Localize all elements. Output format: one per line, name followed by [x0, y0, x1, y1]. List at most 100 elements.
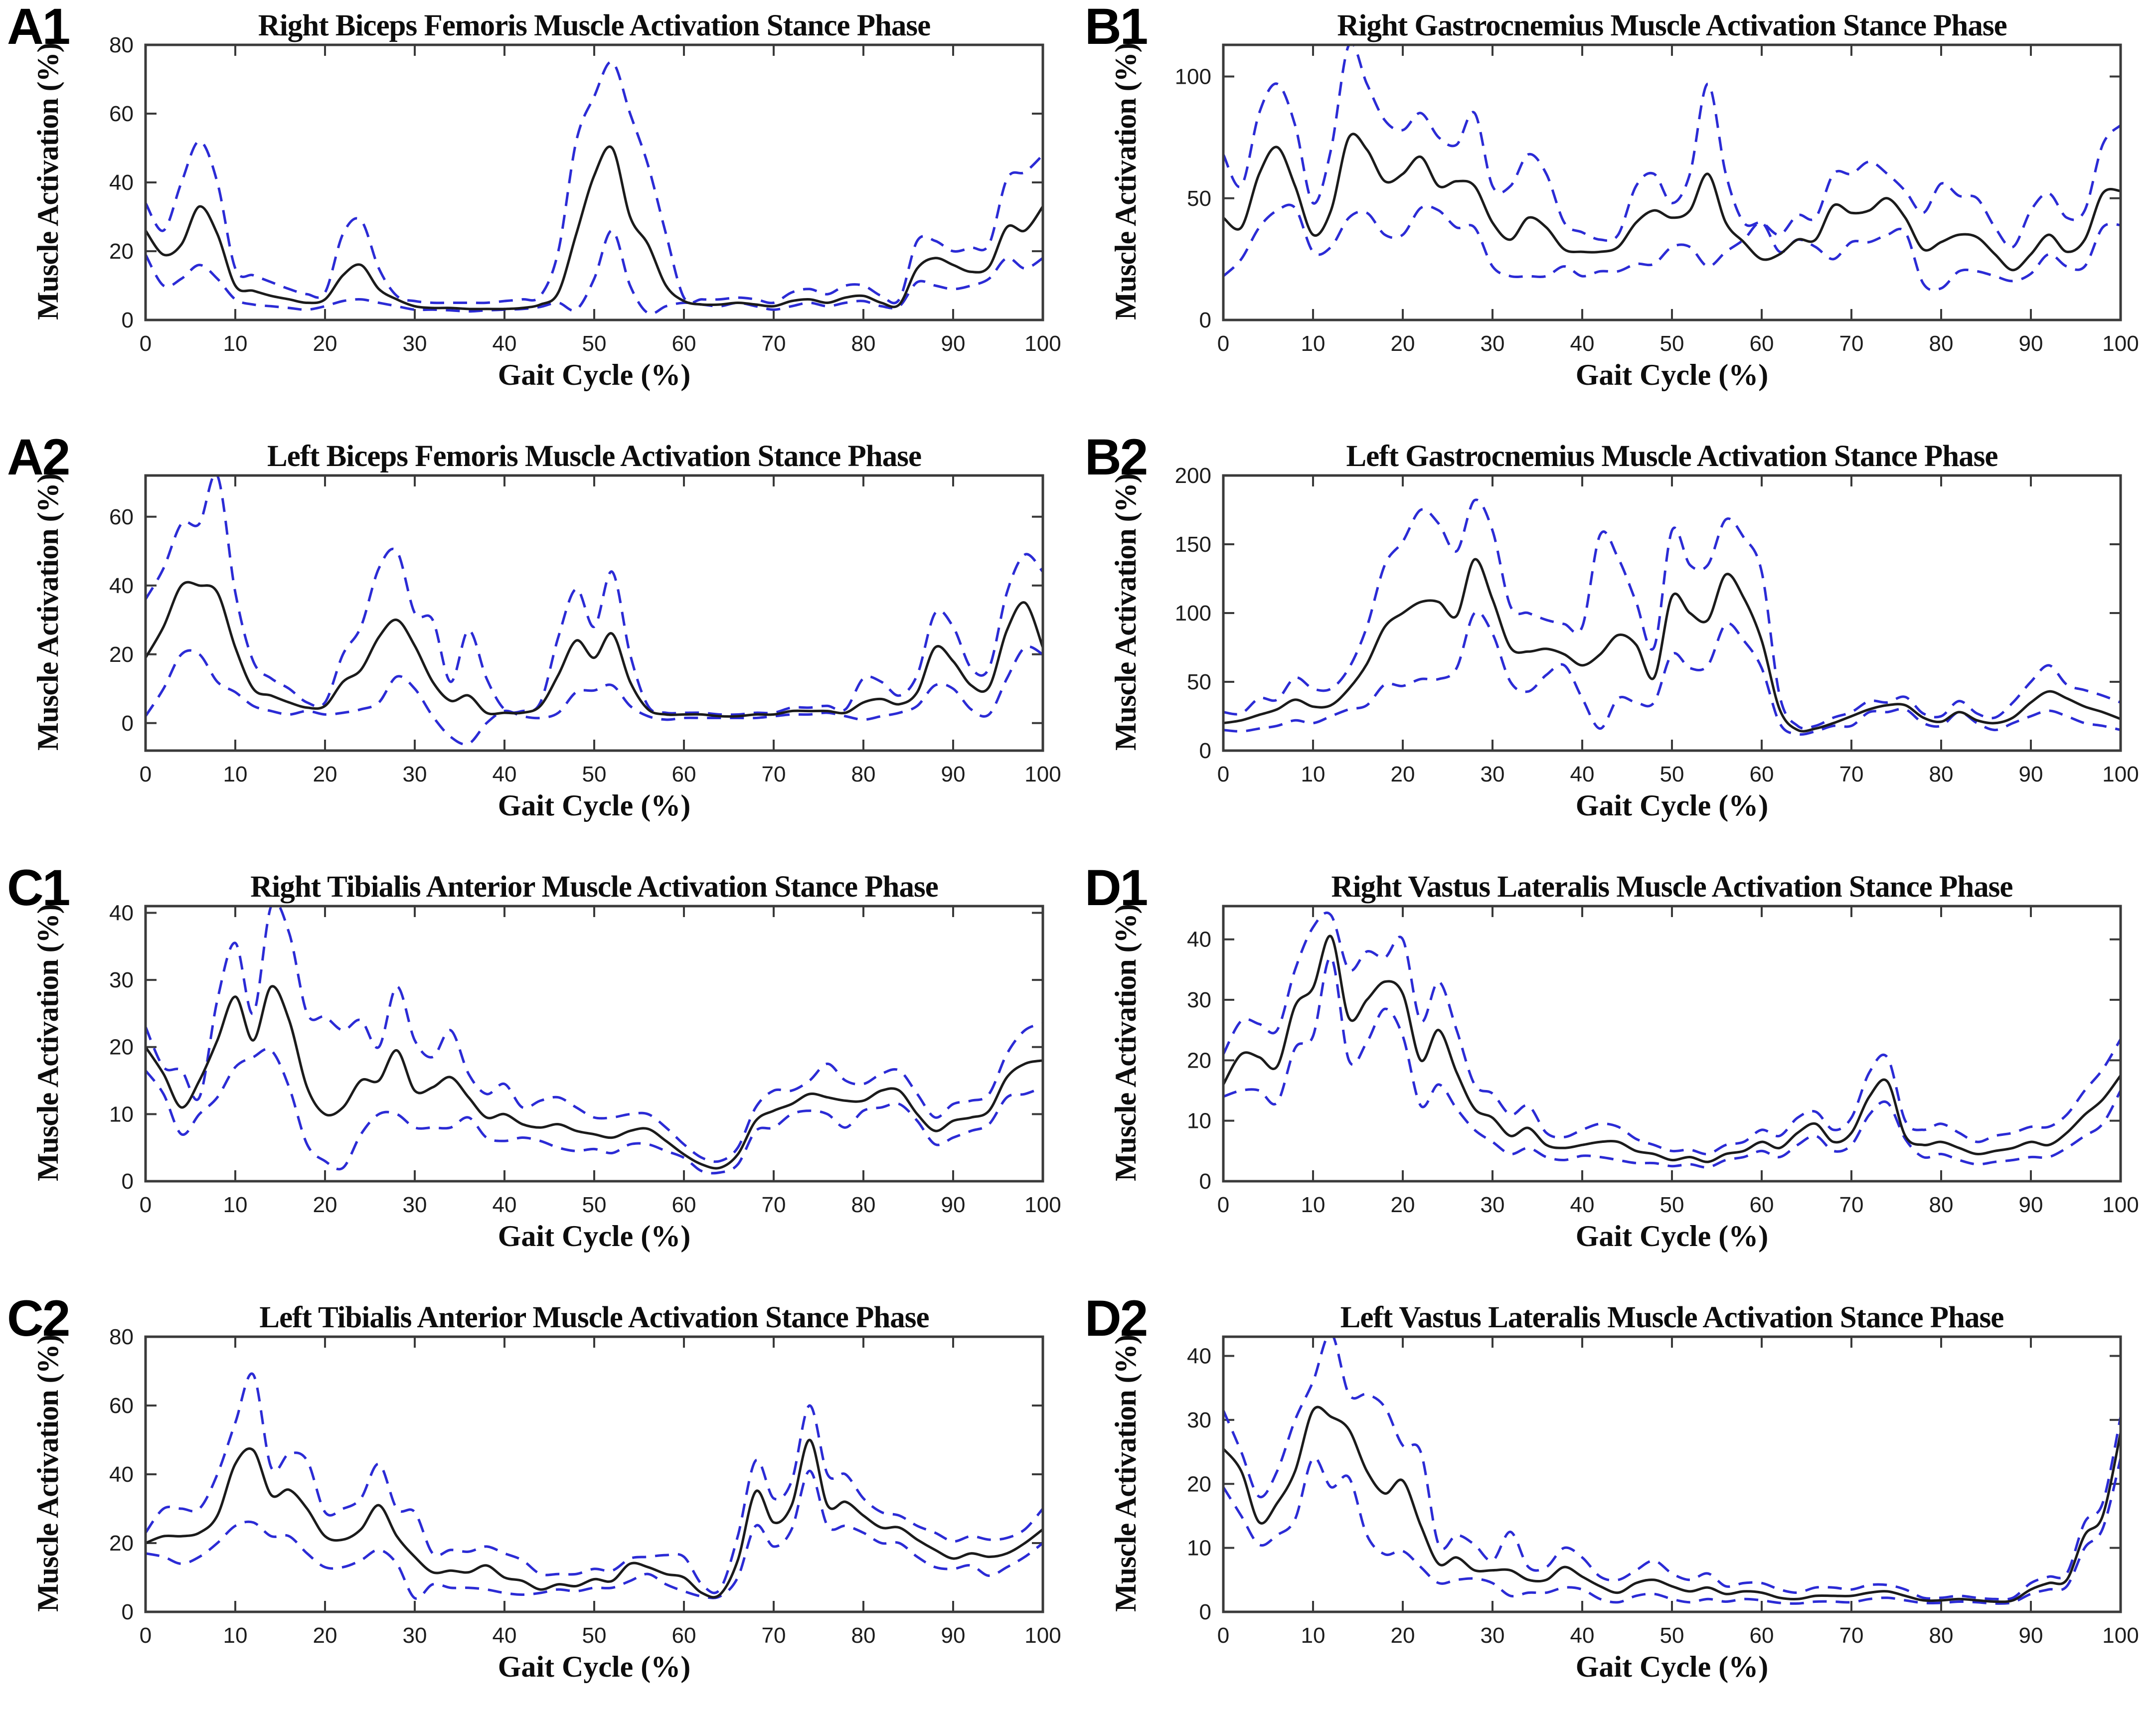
svg-text:20: 20: [313, 762, 337, 786]
panel-title: Right Tibialis Anterior Muscle Activatio…: [250, 870, 939, 904]
panel-title: Right Gastrocnemius Muscle Activation St…: [1337, 9, 2007, 42]
panel-a1: A1 Right Biceps Femoris Muscle Activatio…: [0, 0, 1078, 431]
svg-text:30: 30: [1187, 988, 1211, 1012]
svg-text:50: 50: [582, 762, 607, 786]
plot-area: 0 10 20 30 40 50 60 70 80 90 100 0 10 20 30 40: [1187, 1335, 2139, 1648]
svg-text:10: 10: [1301, 762, 1326, 786]
svg-text:90: 90: [2019, 331, 2043, 356]
svg-text:10: 10: [1187, 1109, 1211, 1133]
panel-a2: A2 Left Biceps Femoris Muscle Activation…: [0, 431, 1078, 861]
svg-text:30: 30: [1481, 331, 1505, 356]
svg-text:80: 80: [109, 1325, 134, 1349]
svg-text:80: 80: [1929, 1623, 1954, 1648]
svg-text:10: 10: [1187, 1536, 1211, 1561]
svg-text:0: 0: [1217, 762, 1229, 786]
svg-text:40: 40: [109, 1462, 134, 1487]
svg-text:100: 100: [1024, 1623, 1061, 1648]
svg-text:40: 40: [1570, 1193, 1595, 1217]
svg-text:90: 90: [941, 1193, 966, 1217]
svg-text:40: 40: [1570, 762, 1595, 786]
y-axis-label: Muscle Activation (%): [1109, 43, 1142, 320]
svg-text:10: 10: [1301, 331, 1326, 356]
svg-text:20: 20: [109, 642, 134, 667]
svg-text:20: 20: [109, 239, 134, 264]
svg-text:20: 20: [1391, 1623, 1415, 1648]
svg-text:60: 60: [1750, 1193, 1774, 1217]
svg-text:60: 60: [672, 762, 696, 786]
svg-text:60: 60: [109, 505, 134, 529]
svg-text:20: 20: [1187, 1472, 1211, 1496]
svg-text:40: 40: [1570, 331, 1595, 356]
svg-text:50: 50: [1660, 1623, 1684, 1648]
plot-area: 0 10 20 30 40 50 60 70 80 90 100 0 50 100 150 200: [1175, 464, 2139, 786]
svg-text:200: 200: [1175, 464, 1211, 488]
svg-text:10: 10: [223, 762, 248, 786]
svg-text:70: 70: [1839, 1193, 1864, 1217]
y-axis-label: Muscle Activation (%): [31, 43, 64, 320]
svg-text:30: 30: [1481, 762, 1505, 786]
y-axis-label: Muscle Activation (%): [1109, 1335, 1142, 1612]
panel-label: D2: [1085, 1292, 1148, 1347]
svg-text:60: 60: [672, 1193, 696, 1217]
plot-area: 0 10 20 30 40 50 60 70 80 90 100 0 50 100: [1175, 43, 2139, 356]
panel-label: A2: [7, 431, 70, 485]
y-axis-label: Muscle Activation (%): [31, 1335, 64, 1612]
svg-text:80: 80: [851, 331, 876, 356]
svg-text:40: 40: [493, 1623, 517, 1648]
svg-text:80: 80: [109, 33, 134, 57]
svg-text:90: 90: [941, 1623, 966, 1648]
svg-text:60: 60: [1750, 762, 1774, 786]
x-axis-label: Gait Cycle (%): [1575, 358, 1769, 391]
svg-text:50: 50: [582, 1193, 607, 1217]
svg-text:20: 20: [1187, 1048, 1211, 1073]
svg-text:40: 40: [493, 1193, 517, 1217]
y-axis-label: Muscle Activation (%): [1109, 904, 1142, 1181]
svg-text:10: 10: [109, 1102, 134, 1126]
panel-title: Left Gastrocnemius Muscle Activation Sta…: [1346, 440, 1998, 473]
panel-title: Left Vastus Lateralis Muscle Activation …: [1340, 1301, 2004, 1334]
panel-b2: B2 Left Gastrocnemius Muscle Activation …: [1078, 431, 2156, 861]
svg-text:0: 0: [1199, 1600, 1211, 1624]
panel-label: C2: [7, 1292, 70, 1347]
panel-label: C1: [7, 861, 70, 916]
svg-text:40: 40: [493, 331, 517, 356]
svg-text:20: 20: [313, 1193, 337, 1217]
svg-text:0: 0: [1217, 331, 1229, 356]
x-axis-label: Gait Cycle (%): [498, 1220, 691, 1253]
plot-area: 0 10 20 30 40 50 60 70 80 90 100 0 20 40 60 80: [109, 1325, 1061, 1648]
panel-label: B1: [1085, 0, 1148, 55]
plot-area: 0 10 20 30 40 50 60 70 80 90 100 0 20 40 60: [109, 474, 1061, 786]
svg-text:30: 30: [1481, 1193, 1505, 1217]
svg-text:10: 10: [1301, 1193, 1326, 1217]
svg-text:30: 30: [109, 968, 134, 992]
svg-text:0: 0: [122, 1600, 134, 1624]
plot-area: 0 10 20 30 40 50 60 70 80 90 100 0 10 20 30 40: [1187, 905, 2139, 1217]
svg-text:40: 40: [109, 170, 134, 195]
svg-text:100: 100: [1175, 65, 1211, 89]
svg-text:50: 50: [1187, 670, 1211, 694]
y-axis-label: Muscle Activation (%): [1109, 473, 1142, 751]
svg-text:90: 90: [941, 331, 966, 356]
svg-text:50: 50: [1187, 186, 1211, 211]
svg-text:10: 10: [1301, 1623, 1326, 1648]
svg-text:80: 80: [1929, 1193, 1954, 1217]
svg-text:30: 30: [403, 1193, 427, 1217]
svg-text:100: 100: [2102, 1623, 2139, 1648]
svg-text:0: 0: [1199, 308, 1211, 332]
svg-text:80: 80: [851, 1193, 876, 1217]
panel-c1: C1 Right Tibialis Anterior Muscle Activa…: [0, 861, 1078, 1292]
svg-text:30: 30: [403, 1623, 427, 1648]
svg-text:20: 20: [109, 1035, 134, 1060]
svg-text:40: 40: [109, 901, 134, 925]
svg-text:30: 30: [1187, 1408, 1211, 1432]
svg-text:0: 0: [122, 308, 134, 332]
y-axis-label: Muscle Activation (%): [31, 473, 64, 751]
svg-text:0: 0: [1199, 1169, 1211, 1194]
svg-text:20: 20: [1391, 1193, 1415, 1217]
svg-text:70: 70: [762, 1193, 786, 1217]
svg-text:150: 150: [1175, 532, 1211, 557]
svg-text:100: 100: [2102, 762, 2139, 786]
panel-title: Left Tibialis Anterior Muscle Activation…: [259, 1301, 929, 1334]
svg-text:40: 40: [109, 574, 134, 598]
